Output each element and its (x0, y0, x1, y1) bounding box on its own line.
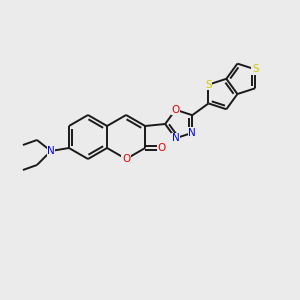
Text: N: N (188, 128, 196, 138)
Text: O: O (171, 105, 180, 115)
Text: S: S (252, 64, 259, 74)
Text: N: N (172, 133, 179, 143)
Text: O: O (122, 154, 130, 164)
Text: S: S (205, 80, 212, 90)
Text: N: N (47, 146, 55, 156)
Text: O: O (157, 143, 165, 153)
